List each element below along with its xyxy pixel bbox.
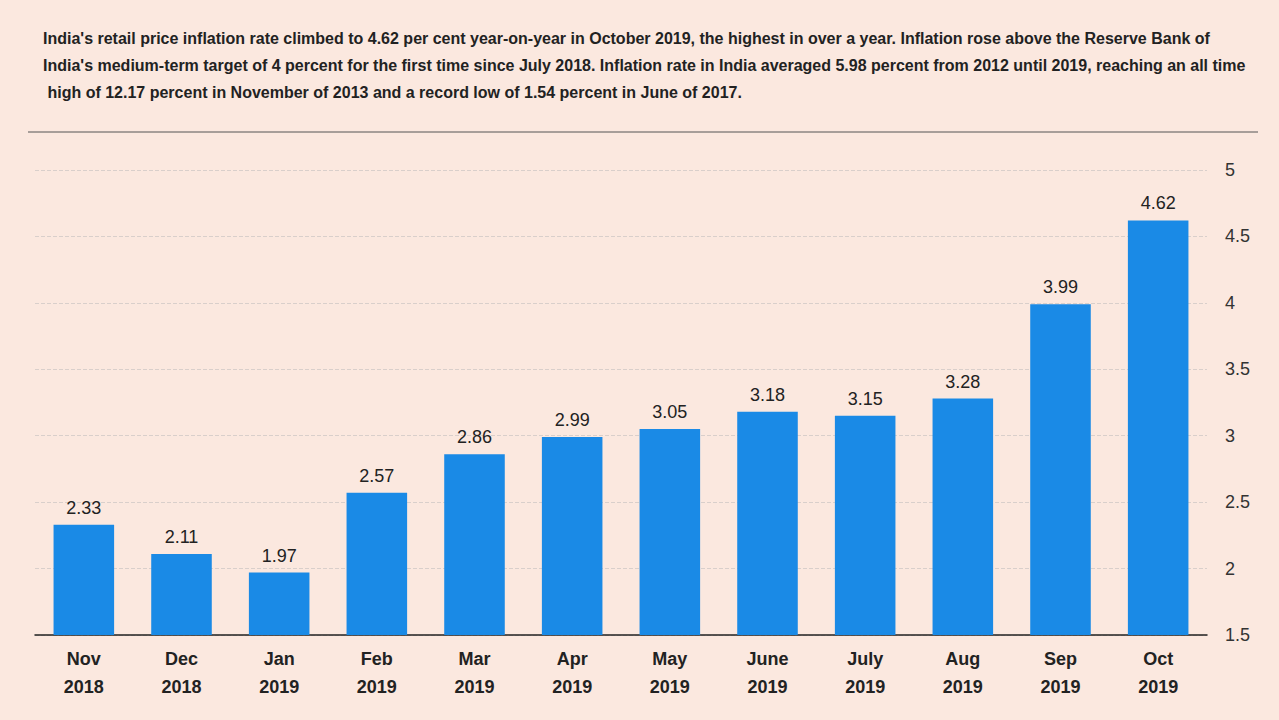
svg-text:3.28: 3.28	[945, 372, 980, 392]
svg-text:2019: 2019	[454, 677, 494, 697]
svg-text:2019: 2019	[845, 677, 885, 697]
svg-text:India's medium-term target of: India's medium-term target of 4 percent …	[43, 57, 1246, 74]
svg-text:2: 2	[1225, 559, 1235, 579]
svg-text:Oct: Oct	[1143, 649, 1173, 669]
svg-text:May: May	[652, 649, 687, 669]
svg-text:3.99: 3.99	[1043, 277, 1078, 297]
svg-text:2019: 2019	[650, 677, 690, 697]
svg-text:2019: 2019	[357, 677, 397, 697]
svg-text:Dec: Dec	[165, 649, 198, 669]
svg-text:4.62: 4.62	[1141, 193, 1176, 213]
svg-text:2.33: 2.33	[66, 498, 101, 518]
svg-text:2018: 2018	[161, 677, 201, 697]
svg-text:Feb: Feb	[361, 649, 393, 669]
svg-text:2.99: 2.99	[555, 410, 590, 430]
svg-text:July: July	[847, 649, 883, 669]
svg-text:India's retail price inflation: India's retail price inflation rate clim…	[43, 30, 1214, 47]
svg-text:Jan: Jan	[264, 649, 295, 669]
svg-text:3.5: 3.5	[1225, 359, 1250, 379]
svg-text:Aug: Aug	[945, 649, 980, 669]
svg-text:2.11: 2.11	[165, 527, 199, 547]
svg-text:June: June	[746, 649, 788, 669]
svg-text:4: 4	[1225, 293, 1235, 313]
svg-text:2.57: 2.57	[359, 466, 394, 486]
svg-text:4.5: 4.5	[1225, 226, 1250, 246]
svg-text:2019: 2019	[747, 677, 787, 697]
svg-text:3.05: 3.05	[652, 402, 687, 422]
svg-text:2019: 2019	[1138, 677, 1178, 697]
svg-text:2018: 2018	[64, 677, 104, 697]
svg-text:1.97: 1.97	[262, 546, 297, 566]
svg-text:2019: 2019	[552, 677, 592, 697]
svg-text:1.5: 1.5	[1225, 625, 1250, 645]
svg-text:5: 5	[1225, 160, 1235, 180]
svg-text:3: 3	[1225, 426, 1235, 446]
svg-text:high of 12.17 percent in Novem: high of 12.17 percent in November of 201…	[43, 84, 742, 101]
svg-text:Mar: Mar	[458, 649, 490, 669]
svg-text:3.15: 3.15	[848, 389, 883, 409]
svg-text:2019: 2019	[259, 677, 299, 697]
svg-text:2.86: 2.86	[457, 427, 492, 447]
svg-text:2019: 2019	[1040, 677, 1080, 697]
svg-text:2.5: 2.5	[1225, 492, 1250, 512]
svg-text:Nov: Nov	[67, 649, 101, 669]
svg-text:2019: 2019	[943, 677, 983, 697]
svg-text:3.18: 3.18	[750, 385, 785, 405]
svg-text:Sep: Sep	[1044, 649, 1077, 669]
svg-text:Apr: Apr	[557, 649, 588, 669]
